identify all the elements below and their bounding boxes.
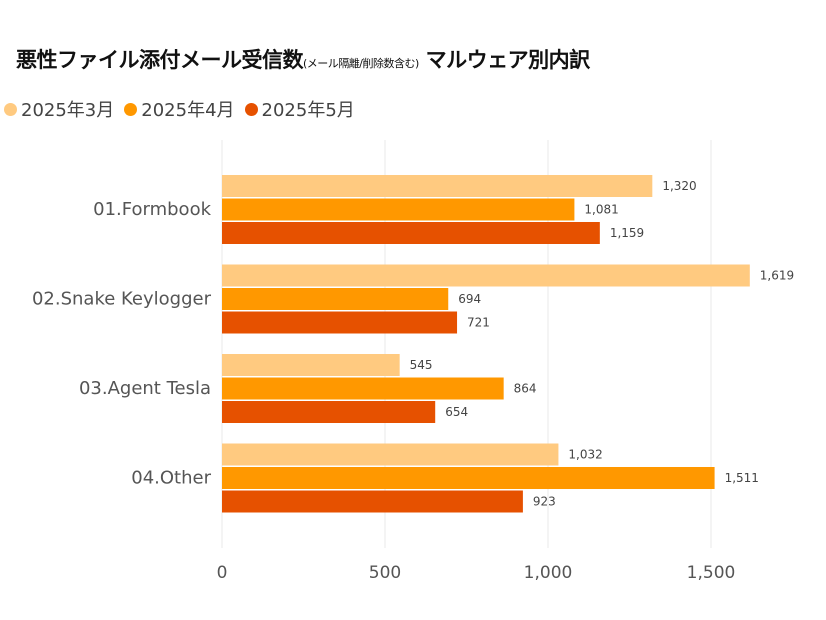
legend-item[interactable]: 2025年4月 — [124, 96, 235, 122]
data-label: 864 — [514, 382, 537, 396]
bar — [222, 175, 653, 197]
bar — [222, 443, 559, 466]
legend: 2025年3月 2025年4月 2025年5月 — [4, 96, 355, 122]
data-label: 721 — [467, 316, 490, 330]
x-tick-label: 500 — [369, 563, 401, 583]
category-label: 02.Snake Keylogger — [32, 289, 212, 310]
bar — [222, 377, 504, 400]
bar — [222, 222, 600, 244]
data-label: 1,511 — [725, 471, 759, 485]
x-tick-label: 0 — [217, 563, 228, 583]
bar — [222, 354, 400, 376]
legend-item[interactable]: 2025年5月 — [244, 96, 355, 122]
title-main: 悪性ファイル添付メール受信数 — [16, 48, 304, 72]
data-label: 654 — [445, 405, 468, 419]
legend-label: 2025年5月 — [261, 100, 355, 121]
legend-swatch — [4, 102, 17, 116]
data-label: 1,032 — [568, 448, 602, 462]
data-label: 1,320 — [662, 179, 696, 193]
data-label: 923 — [533, 495, 556, 509]
bar — [222, 401, 436, 423]
legend-swatch — [124, 102, 138, 116]
legend-swatch — [244, 102, 258, 116]
x-tick-label: 1,000 — [524, 563, 573, 583]
data-label: 694 — [458, 292, 481, 306]
title-note: (メール隔離/削除数含む) — [303, 57, 419, 70]
bar — [222, 198, 575, 221]
category-label: 04.Other — [131, 468, 211, 489]
legend-label: 2025年4月 — [141, 100, 235, 121]
category-label: 03.Agent Tesla — [79, 378, 211, 399]
bar — [222, 490, 523, 513]
category-label: 01.Formbook — [93, 199, 211, 220]
bar — [222, 288, 449, 310]
bar — [222, 311, 458, 334]
title-suffix: マルウェア別内訳 — [425, 48, 591, 72]
data-label: 1,619 — [760, 269, 794, 283]
bar — [222, 467, 715, 489]
data-label: 545 — [410, 358, 433, 372]
bar — [222, 264, 750, 287]
data-label: 1,081 — [584, 203, 618, 217]
data-label: 1,159 — [610, 226, 644, 240]
x-tick-label: 1,500 — [687, 563, 736, 583]
legend-label: 2025年3月 — [21, 100, 115, 121]
chart-title: 悪性ファイル添付メール受信数(メール隔離/削除数含む) マルウェア別内訳 — [16, 44, 590, 74]
legend-item[interactable]: 2025年3月 — [4, 96, 114, 122]
